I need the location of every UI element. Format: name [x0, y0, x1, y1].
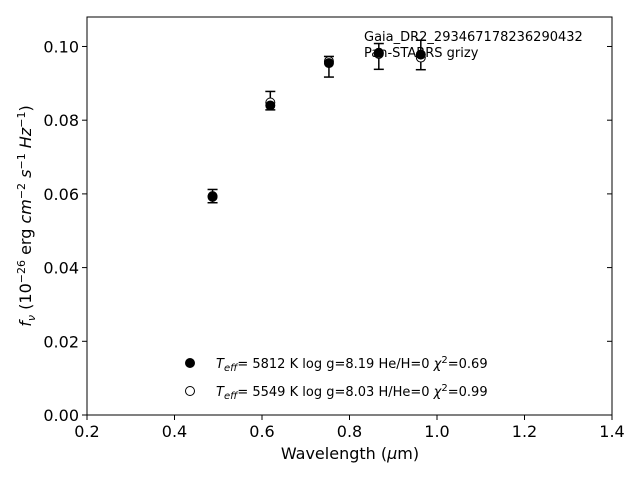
filled-model-point: [323, 58, 334, 69]
y-tick-label: 0.08: [43, 111, 79, 130]
filled-model-point: [415, 49, 426, 60]
y-tick-label: 0.04: [43, 259, 79, 278]
legend: Teff= 5812 K log g=8.19 He/H=0 χ2=0.69 T…: [185, 355, 488, 402]
legend-marker-open: [185, 386, 195, 396]
x-tick-label: 1.4: [599, 422, 624, 441]
x-axis-label: Wavelength (μm): [281, 444, 419, 463]
error-bars: [207, 39, 426, 204]
x-tick-label: 0.2: [74, 422, 99, 441]
x-tick-label: 1.0: [424, 422, 449, 441]
y-tick-label: 0.02: [43, 332, 79, 351]
filled-model-point: [207, 191, 218, 202]
y-tick-label: 0.00: [43, 406, 79, 425]
plot-frame: [86, 16, 613, 416]
star-id-annotation: Gaia_DR2_293467178236290432: [364, 30, 583, 45]
y-tick-label: 0.10: [43, 37, 79, 56]
model-5549K-points: [207, 48, 426, 202]
legend-entry-1: Teff= 5812 K log g=8.19 He/H=0 χ2=0.69: [216, 355, 488, 374]
model-5812K-points: [207, 47, 426, 202]
x-tick-label: 0.8: [337, 422, 362, 441]
x-tick-label: 0.6: [249, 422, 274, 441]
legend-marker-filled: [185, 358, 195, 368]
y-axis-label: fν (10−26 erg cm−2 s−1 Hz−1): [15, 105, 38, 326]
y-tick-label: 0.06: [43, 185, 79, 204]
y-axis-ticks: 0.00 0.02 0.04 0.06 0.08 0.10: [43, 37, 612, 425]
filled-model-point: [373, 47, 384, 58]
x-tick-label: 1.2: [512, 422, 537, 441]
x-axis-ticks: 0.2 0.4 0.6 0.8 1.0 1.2 1.4: [74, 415, 625, 441]
legend-entry-2: Teff= 5549 K log g=8.03 H/He=0 χ2=0.99: [216, 383, 488, 402]
filled-model-point: [265, 100, 276, 111]
x-tick-label: 0.4: [162, 422, 187, 441]
